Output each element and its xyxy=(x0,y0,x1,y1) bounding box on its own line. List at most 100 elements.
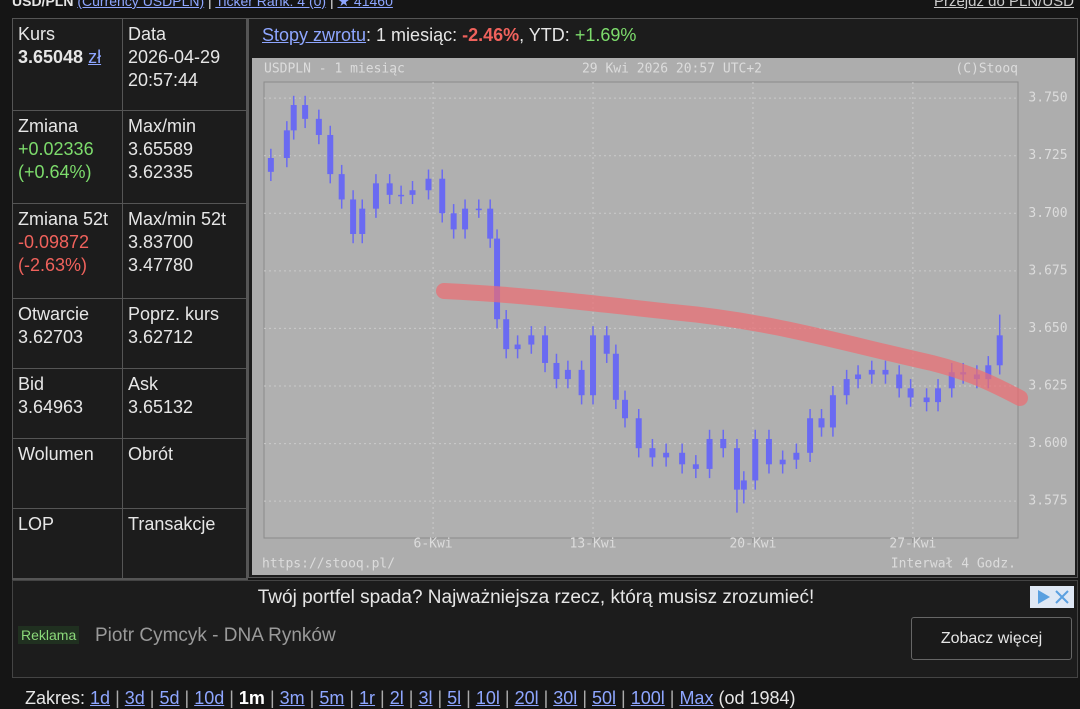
table-cell: Bid 3.64963 xyxy=(13,369,123,439)
candle-body xyxy=(409,190,416,195)
table-cell: Wolumen xyxy=(13,439,123,509)
table-cell: Ask 3.65132 xyxy=(123,369,247,439)
range-option[interactable]: 50l xyxy=(592,688,617,708)
cell-value: 3.62703 xyxy=(18,327,84,347)
candle-body xyxy=(622,399,629,419)
range-label: Zakres: xyxy=(25,688,86,708)
separator: | xyxy=(504,688,510,708)
cell-label: Otwarcie xyxy=(18,304,90,324)
range-option[interactable]: 10l xyxy=(475,688,500,708)
cell-label: Obrót xyxy=(128,444,174,464)
candle-body xyxy=(359,208,366,234)
source-url: https://stooq.pl/ xyxy=(262,557,395,572)
ad-badge: Reklama xyxy=(18,626,80,644)
range-option[interactable]: 20l xyxy=(514,688,539,708)
table-cell: Obrót xyxy=(123,439,247,509)
star-link[interactable]: ★ 41460 xyxy=(337,0,393,9)
range-option[interactable]: 1r xyxy=(359,688,376,708)
cell-label: Max/min xyxy=(128,116,197,136)
category-link[interactable]: (Currency USDPLN) xyxy=(77,0,205,9)
switch-link[interactable]: Przejdź do PLN/USD xyxy=(933,0,1074,10)
range-option[interactable]: 5d xyxy=(159,688,180,708)
range-option[interactable]: Max xyxy=(679,688,714,708)
candle-body xyxy=(439,178,446,214)
range-option[interactable]: 3m xyxy=(279,688,305,708)
x-tick-label: 20-Kwi xyxy=(729,537,776,552)
ad-button[interactable]: Zobacz więcej xyxy=(911,617,1072,660)
cell-value-line: 3.83700 xyxy=(128,231,241,254)
candle-body xyxy=(635,418,642,449)
separator: | xyxy=(184,688,190,708)
candle-body xyxy=(494,238,501,320)
candle-body xyxy=(503,319,510,350)
separator: | xyxy=(408,688,414,708)
range-option[interactable]: 5m xyxy=(319,688,345,708)
cell-value: 3.47780 xyxy=(128,255,194,275)
returns-text: : 1 miesiąc: xyxy=(366,25,463,45)
ad-headline[interactable]: Twój portfel spada? Najważniejsza rzecz,… xyxy=(257,587,815,608)
cell-value: +0.02336 xyxy=(18,139,94,159)
candle-body xyxy=(855,374,862,380)
returns-text: , YTD: xyxy=(519,25,575,45)
separator: | xyxy=(309,688,315,708)
candle-body xyxy=(315,118,322,135)
range-option[interactable]: 5l xyxy=(447,688,462,708)
x-tick-label: 13-Kwi xyxy=(570,537,617,552)
candle-body xyxy=(692,464,699,469)
candle-body xyxy=(740,480,747,490)
separator: | xyxy=(115,688,120,708)
range-option[interactable]: 3d xyxy=(124,688,145,708)
ad-icon[interactable] xyxy=(1030,586,1074,608)
range-option[interactable]: 10d xyxy=(194,688,225,708)
ad-panel xyxy=(12,580,1078,678)
candle-body xyxy=(882,369,889,375)
cell-value-line: 3.64963 xyxy=(18,396,117,419)
candle-body xyxy=(578,369,585,396)
cell-value-line: 3.62712 xyxy=(128,326,241,349)
candle-body xyxy=(542,335,549,363)
range-option[interactable]: 2l xyxy=(389,688,404,708)
candle-body xyxy=(720,438,727,449)
cell-value: 3.62712 xyxy=(128,327,194,347)
rank-link[interactable]: Ticker Rank: 4 (0) xyxy=(215,0,327,9)
separator: | xyxy=(437,688,443,708)
table-cell: Zmiana 52t -0.09872 (-2.63%) xyxy=(13,204,123,299)
candle-body xyxy=(462,208,469,230)
chart: USDPLN - 1 miesiąc 29 Kwi 2026 20:57 UTC… xyxy=(252,58,1075,575)
range-option[interactable]: 3l xyxy=(418,688,433,708)
table-cell: LOP xyxy=(13,509,123,579)
separator: | xyxy=(621,688,626,708)
candle-body xyxy=(514,344,521,350)
range-option[interactable]: 1m xyxy=(238,688,265,708)
candle-body xyxy=(706,438,713,469)
range-option[interactable]: 100l xyxy=(630,688,665,708)
candle-body xyxy=(907,388,914,398)
candle-body xyxy=(779,459,786,465)
range-bar: Zakres: 1d | 3d | 5d | 10d | 1m | 3m | 5m | 1r | 2l | 3l | 5… xyxy=(25,688,796,709)
candle-body xyxy=(425,178,432,191)
candle-body xyxy=(603,335,610,354)
y-tick-label: 3.750 xyxy=(1028,91,1067,106)
table-cell: Otwarcie 3.62703 xyxy=(13,299,123,369)
unit-link[interactable]: zł xyxy=(88,47,102,67)
top-bar: USD/PLN (Currency USDPLN) | Ticker Rank:… xyxy=(12,0,393,10)
cell-label: Kurs xyxy=(18,24,56,44)
candle-body xyxy=(283,130,290,158)
separator: | xyxy=(543,688,549,708)
cell-label: Transakcje xyxy=(128,514,216,534)
table-cell: Max/min 52t 3.83700 3.47780 xyxy=(123,204,247,299)
separator: | xyxy=(329,0,334,9)
cell-label: Ask xyxy=(128,374,159,394)
candle-body xyxy=(372,183,379,209)
returns-link[interactable]: Stopy zwrotu xyxy=(262,25,367,45)
candle-body xyxy=(267,158,274,172)
cell-value-line: 3.47780 xyxy=(128,254,241,277)
candle-body xyxy=(386,183,393,195)
cell-value-line: 2026-04-29 xyxy=(128,46,241,69)
range-option[interactable]: 30l xyxy=(553,688,578,708)
y-tick-label: 3.725 xyxy=(1028,148,1067,163)
copyright: (C)Stooq xyxy=(955,62,1018,77)
range-option[interactable]: 1d xyxy=(90,688,111,708)
cell-value-line: 20:57:44 xyxy=(128,69,241,92)
